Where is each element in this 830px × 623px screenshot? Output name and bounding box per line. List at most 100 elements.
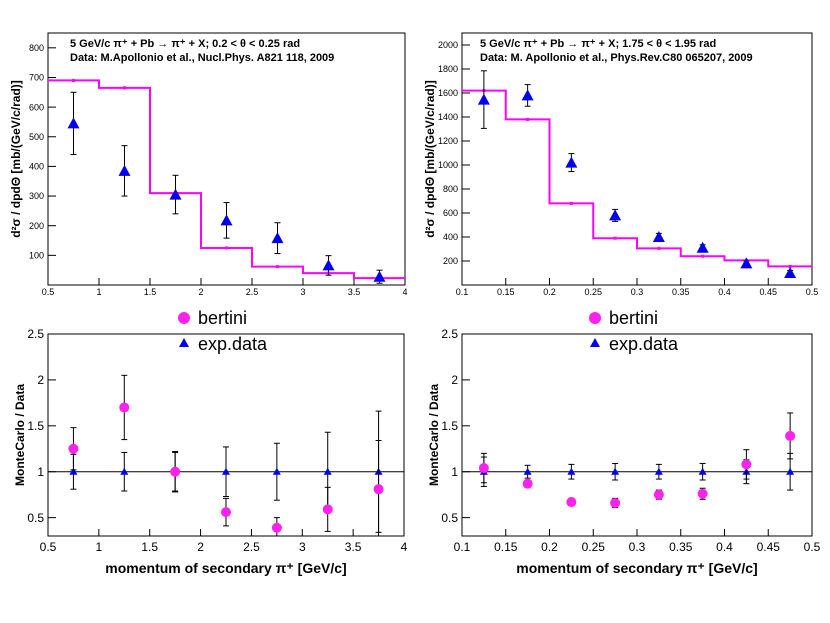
y-axis-title: d²σ / dpdΘ [mb/(GeV/c/rad)]	[9, 80, 23, 238]
data-point-triangle	[67, 117, 80, 129]
exp-data-point-triangle	[698, 467, 707, 475]
bertini-point-circle	[566, 497, 577, 508]
bertini-bin-marker	[613, 236, 617, 240]
bertini-point-circle	[373, 484, 384, 495]
y-tick-label: 600	[29, 102, 44, 112]
y-tick-label: 1.5	[441, 419, 458, 433]
x-tick-label: 0.5	[804, 540, 821, 554]
panel-br: 0.1 0.15 0.2 0.25 0.3 0.35 0.4 0.45 0.5 0.5 1 1.5 2 2…	[427, 308, 821, 576]
y-tick-label: 2.5	[441, 327, 458, 341]
x-tick-label: 3	[300, 287, 305, 297]
legend-label: bertini	[609, 308, 658, 328]
data-point-triangle	[169, 188, 182, 200]
x-tick-label: 0.1	[454, 540, 471, 554]
x-tick-label: 4	[401, 540, 408, 554]
data-point-triangle	[220, 214, 233, 226]
data-point-triangle	[271, 232, 284, 244]
y-tick-label: 1.5	[27, 419, 44, 433]
x-tick-label: 2.5	[243, 540, 260, 554]
exp-data-point-triangle	[222, 467, 230, 475]
data-point-triangle	[521, 89, 534, 101]
y-tick-label: 1600	[438, 88, 458, 98]
y-tick-label: 1	[451, 465, 458, 479]
plot-frame	[47, 333, 405, 537]
x-tick-label: 2	[197, 540, 204, 554]
x-tick-label: 0.4	[718, 287, 731, 297]
bertini-point-circle	[170, 466, 181, 477]
legend-marker-triangle	[590, 338, 600, 347]
x-tick-label: 2	[198, 287, 203, 297]
panel-tr: 0.1 0.15 0.2 0.25 0.3 0.35 0.4 0.45 0.5 200 400 600…	[423, 32, 819, 297]
panel-bl: 0.5 1 1.5 2 2.5 3 3.5 4 0.5 1 1.5 2 2.5 MonteCarlo / …	[13, 308, 408, 576]
y-tick-label: 400	[443, 232, 458, 242]
x-tick-label: 0.25	[584, 287, 602, 297]
y-tick-label: 1000	[438, 160, 458, 170]
plot-frame	[461, 333, 813, 537]
y-tick-label: 800	[29, 43, 44, 53]
data-point-triangle	[477, 93, 490, 105]
x-tick-label: 0.35	[669, 540, 693, 554]
x-tick-label: 0.5	[806, 287, 819, 297]
y-tick-label: 2	[451, 373, 458, 387]
y-tick-label: 0.5	[441, 511, 458, 525]
x-tick-label: 1.5	[141, 540, 158, 554]
y-tick-label: 700	[29, 73, 44, 83]
x-tick-label: 0.25	[582, 540, 606, 554]
bertini-point-circle	[610, 497, 621, 508]
bertini-point-circle	[68, 443, 79, 454]
x-tick-label: 0.5	[42, 287, 55, 297]
x-tick-label: 0.4	[716, 540, 733, 554]
x-tick-label: 0.2	[541, 540, 558, 554]
y-tick-label: 1400	[438, 112, 458, 122]
x-axis-title: momentum of secondary π⁺ [GeV/c]	[105, 560, 346, 576]
exp-data-point-triangle	[786, 467, 795, 475]
bertini-bin-marker	[276, 265, 279, 269]
data-point-triangle	[322, 259, 335, 271]
bertini-point-circle	[653, 489, 664, 500]
chart-title: 5 GeV/c π⁺ + Pb → π⁺ + X; 1.75 < θ < 1.9…	[480, 38, 716, 50]
y-tick-label: 2.5	[27, 327, 44, 341]
data-point-triangle	[118, 164, 131, 176]
x-tick-label: 0.3	[631, 287, 644, 297]
data-point-triangle	[696, 241, 709, 253]
x-tick-label: 0.15	[497, 287, 515, 297]
y-axis-title: MonteCarlo / Data	[13, 384, 27, 486]
chart-title: 5 GeV/c π⁺ + Pb → π⁺ + X; 0.2 < θ < 0.25…	[70, 38, 300, 50]
y-tick-label: 2	[37, 373, 44, 387]
chart-subtitle: Data: M. Apollonio et al., Phys.Rev.C80 …	[480, 52, 753, 64]
bertini-bin-marker	[225, 246, 228, 250]
legend-marker-circle	[178, 312, 190, 324]
bertini-point-circle	[322, 504, 333, 515]
x-tick-label: 1	[96, 287, 101, 297]
exp-data-point-triangle	[611, 467, 620, 475]
y-tick-label: 200	[29, 221, 44, 231]
x-axis-title: momentum of secondary π⁺ [GeV/c]	[516, 560, 757, 576]
y-tick-label: 300	[29, 191, 44, 201]
y-tick-label: 2000	[438, 40, 458, 50]
data-point-triangle	[373, 270, 386, 282]
y-tick-label: 1200	[438, 136, 458, 146]
bertini-point-circle	[697, 488, 708, 499]
x-tick-label: 2.5	[246, 287, 259, 297]
bertini-point-circle	[221, 507, 231, 518]
bertini-bin-marker	[569, 201, 573, 205]
x-tick-label: 0.1	[456, 287, 469, 297]
legend-marker-triangle	[179, 338, 189, 347]
x-tick-label: 0.3	[629, 540, 646, 554]
data-point-triangle	[565, 156, 578, 168]
y-tick-label: 500	[29, 132, 44, 142]
y-tick-label: 400	[29, 162, 44, 172]
exp-data-point-triangle	[523, 467, 532, 475]
y-tick-label: 0.5	[27, 511, 44, 525]
data-point-triangle	[609, 209, 622, 221]
bertini-point-circle	[522, 478, 533, 489]
y-tick-label: 600	[443, 208, 458, 218]
exp-data-point-triangle	[120, 467, 129, 475]
y-tick-label: 200	[443, 256, 458, 266]
x-tick-label: 0.45	[759, 287, 777, 297]
y-axis-title: d²σ / dpdΘ [mb/(GeV/c/rad)]	[423, 80, 437, 238]
bertini-bin-marker	[788, 264, 792, 268]
bertini-bin-marker	[701, 254, 705, 258]
exp-data-point-triangle	[323, 467, 332, 475]
